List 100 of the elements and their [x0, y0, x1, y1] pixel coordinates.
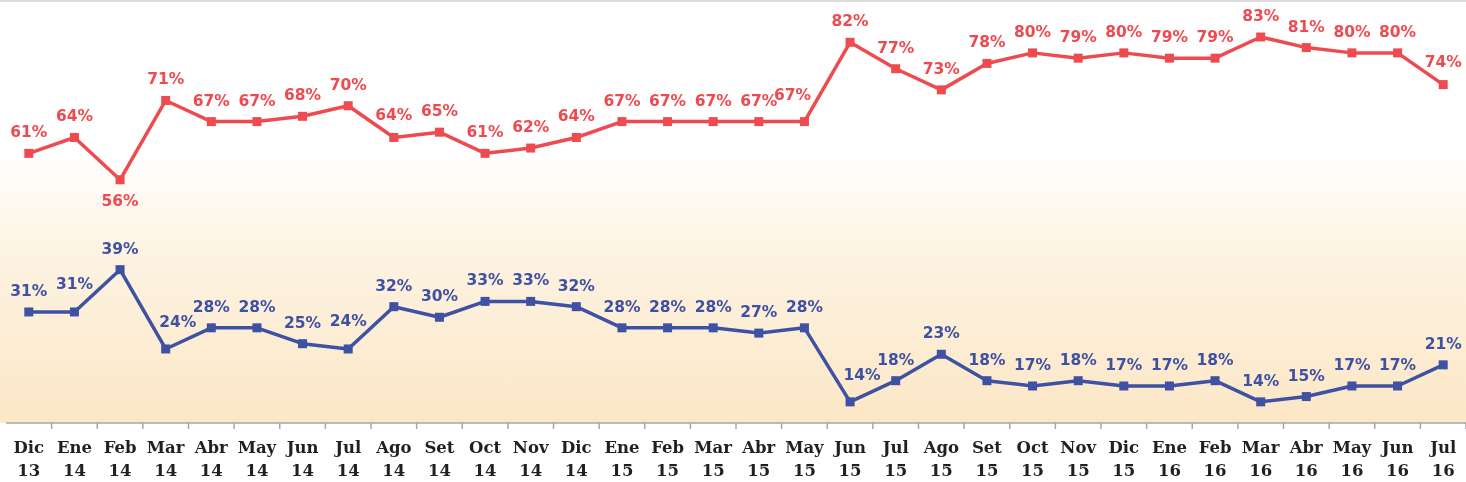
- data-label: 67%: [192, 91, 231, 110]
- x-tick-label: Abr 14: [193, 438, 229, 480]
- data-label: 14%: [1242, 371, 1280, 390]
- point: [845, 397, 855, 407]
- point: [298, 111, 308, 121]
- data-label: 67%: [603, 91, 641, 110]
- point: [161, 95, 171, 105]
- point: [1393, 381, 1403, 391]
- point: [1119, 48, 1129, 58]
- data-label: 79%: [1059, 28, 1098, 47]
- point: [206, 117, 216, 127]
- x-tick-label: Jul 14: [333, 438, 362, 480]
- x-tick-label: May 16: [1332, 438, 1372, 480]
- data-label: 17%: [1379, 355, 1417, 374]
- point: [1073, 376, 1083, 386]
- x-tick-label: Ene 14: [56, 438, 92, 480]
- point: [1028, 48, 1038, 58]
- point: [891, 376, 901, 386]
- x-tick-label: Jul 15: [880, 438, 909, 480]
- point: [389, 302, 399, 312]
- data-label: 23%: [922, 324, 961, 343]
- point: [1073, 53, 1083, 63]
- x-tick-label: Set 15: [971, 438, 1003, 480]
- point: [343, 101, 353, 111]
- point: [663, 323, 673, 333]
- data-label: 28%: [238, 297, 276, 316]
- data-label: 80%: [1379, 22, 1417, 41]
- point: [480, 148, 490, 158]
- data-label: 77%: [877, 38, 915, 57]
- data-label: 56%: [101, 191, 140, 210]
- data-label: 31%: [10, 281, 48, 300]
- data-label: 78%: [968, 33, 1006, 52]
- point: [799, 323, 809, 333]
- point: [663, 117, 673, 127]
- data-label: 18%: [1059, 350, 1098, 369]
- data-label: 28%: [694, 297, 733, 316]
- point: [115, 175, 125, 185]
- point: [936, 85, 946, 95]
- x-tick-label: Mar 15: [694, 438, 733, 480]
- data-label: 18%: [1196, 350, 1235, 369]
- point: [1164, 53, 1174, 63]
- data-label: 70%: [329, 75, 368, 94]
- x-tick-label: May 15: [785, 438, 825, 480]
- point: [24, 307, 34, 317]
- data-label: 64%: [375, 105, 413, 124]
- point: [571, 132, 581, 142]
- data-label: 32%: [557, 276, 596, 295]
- data-label: 17%: [1105, 355, 1143, 374]
- data-label: 33%: [512, 271, 550, 290]
- point: [617, 117, 627, 127]
- point: [1438, 360, 1448, 370]
- data-label: 32%: [375, 276, 413, 295]
- data-label: 17%: [1150, 355, 1189, 374]
- point: [1256, 397, 1266, 407]
- point: [1347, 48, 1357, 58]
- x-tick-label: Nov 15: [1060, 438, 1097, 480]
- data-label: 67%: [238, 91, 276, 110]
- data-label: 64%: [557, 107, 596, 126]
- x-tick-label: Set 14: [424, 438, 455, 480]
- point: [1028, 381, 1038, 391]
- x-tick-label: Feb 15: [651, 438, 684, 480]
- point: [617, 323, 627, 333]
- point: [1164, 381, 1174, 391]
- point: [982, 376, 992, 386]
- point: [845, 37, 855, 47]
- data-label: 17%: [1014, 355, 1052, 374]
- x-tick-label: Ago 14: [375, 438, 412, 480]
- data-label: 30%: [420, 287, 459, 306]
- data-label: 82%: [831, 12, 870, 31]
- x-tick-label: Dic 13: [13, 438, 45, 480]
- data-label: 28%: [603, 297, 641, 316]
- data-label: 80%: [1333, 22, 1371, 41]
- data-label: 83%: [1242, 7, 1280, 26]
- x-tick-label: Oct 15: [1016, 438, 1049, 480]
- data-label: 74%: [1424, 52, 1463, 71]
- point: [754, 117, 764, 127]
- data-label: 31%: [55, 275, 94, 294]
- data-label: 64%: [55, 107, 94, 126]
- point: [708, 323, 718, 333]
- x-tick-label: Mar 14: [146, 438, 185, 480]
- data-label: 80%: [1014, 22, 1052, 41]
- point: [69, 307, 79, 317]
- point: [526, 143, 536, 153]
- x-tick-label: Jun 14: [284, 438, 319, 480]
- data-label: 80%: [1105, 22, 1143, 41]
- x-tick-label: Feb 14: [103, 438, 137, 480]
- data-label: 65%: [420, 102, 459, 121]
- point: [982, 58, 992, 68]
- data-label: 28%: [649, 297, 687, 316]
- point: [1119, 381, 1129, 391]
- data-label: 81%: [1287, 17, 1326, 36]
- point: [434, 312, 444, 322]
- data-label: 33%: [466, 271, 505, 290]
- point: [571, 302, 581, 312]
- point: [24, 148, 34, 158]
- data-label: 67%: [649, 91, 687, 110]
- x-tick-label: Abr 16: [1288, 438, 1324, 480]
- data-label: 61%: [10, 123, 48, 142]
- data-label: 61%: [466, 123, 505, 142]
- point: [343, 344, 353, 354]
